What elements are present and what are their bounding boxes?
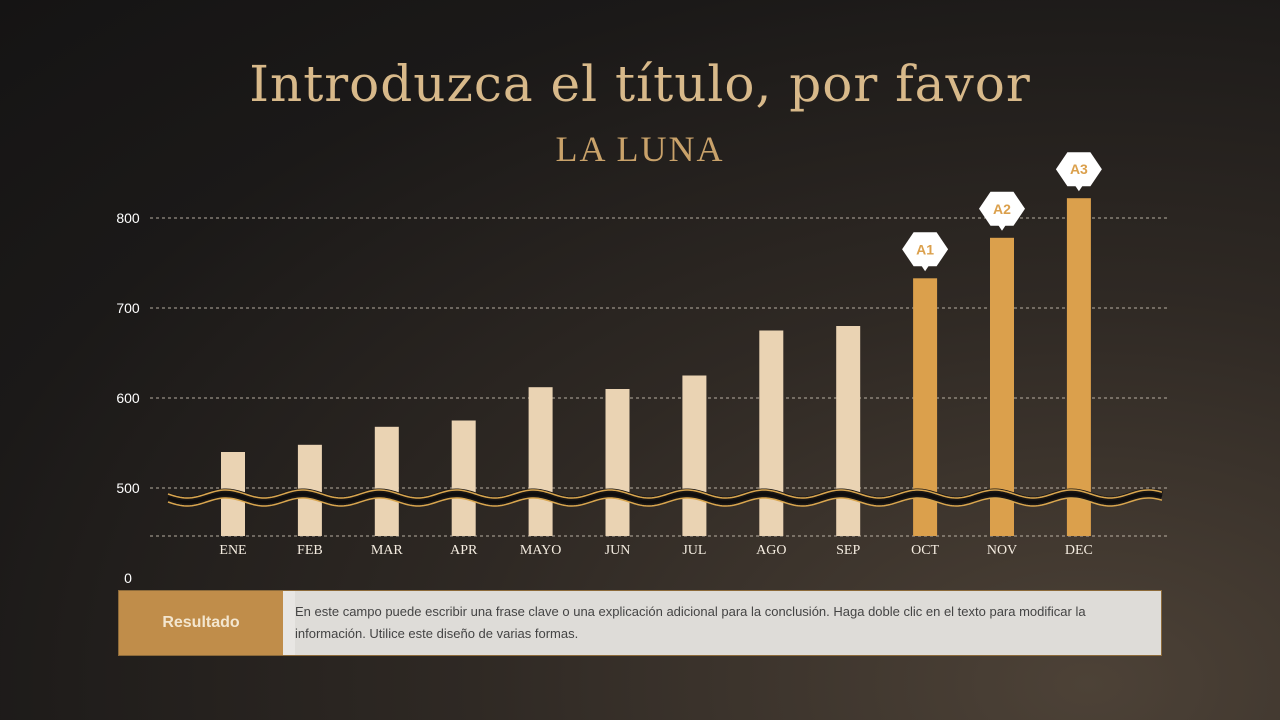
bar <box>528 387 553 536</box>
annotation-label: A3 <box>1070 161 1088 177</box>
y-tick-label: 500 <box>116 480 140 496</box>
result-divider <box>283 591 295 655</box>
x-tick-label: APR <box>450 543 478 558</box>
annotation-label: A2 <box>993 201 1011 217</box>
bar <box>682 375 707 536</box>
axis-break-line <box>167 489 1163 499</box>
x-tick-label: AGO <box>756 543 786 558</box>
y-tick-label: 800 <box>116 210 140 226</box>
y-tick-label: 600 <box>116 390 140 406</box>
bar <box>990 237 1014 537</box>
x-tick-label: ENE <box>219 543 246 558</box>
annotation-pointer <box>998 224 1006 231</box>
x-tick-label: FEB <box>297 543 323 558</box>
annotation-pointer <box>921 265 930 272</box>
bar <box>836 326 861 536</box>
y-tick-label: 0 <box>124 570 132 586</box>
annotation-badge <box>902 232 949 267</box>
annotation-badge <box>979 191 1025 226</box>
chart-title: Introduzca el título, por favor <box>249 55 1031 113</box>
x-tick-label: SEP <box>836 543 860 558</box>
x-tick-label: DEC <box>1065 543 1093 558</box>
bar <box>451 420 476 536</box>
result-label: Resultado <box>119 591 283 655</box>
x-tick-label: MAR <box>371 543 404 558</box>
bar <box>759 330 784 536</box>
bar <box>605 389 630 536</box>
x-tick-label: OCT <box>911 543 939 558</box>
x-tick-label: MAYO <box>520 543 562 558</box>
annotation-badge <box>1055 152 1102 187</box>
axis-break-line <box>167 497 1163 507</box>
chart-subtitle: LA LUNA <box>555 129 725 169</box>
y-tick-label: 700 <box>116 300 140 316</box>
bar <box>1066 198 1091 536</box>
x-tick-label: NOV <box>987 543 1017 558</box>
result-text[interactable]: En este campo puede escribir una frase c… <box>295 604 1086 641</box>
bar <box>374 426 399 536</box>
x-tick-label: JUN <box>605 543 631 558</box>
axis-break-core <box>167 492 1163 504</box>
bar-chart: 0 500 600 700 800 ENE FEB MAR APR MAYO JUN JUL AGO SE… <box>116 152 1170 586</box>
annotation-label: A1 <box>916 241 934 257</box>
x-tick-label: JUL <box>682 543 706 558</box>
annotation-pointer <box>1074 185 1083 192</box>
result-box: Resultado En este campo puede escribir u… <box>118 590 1162 656</box>
